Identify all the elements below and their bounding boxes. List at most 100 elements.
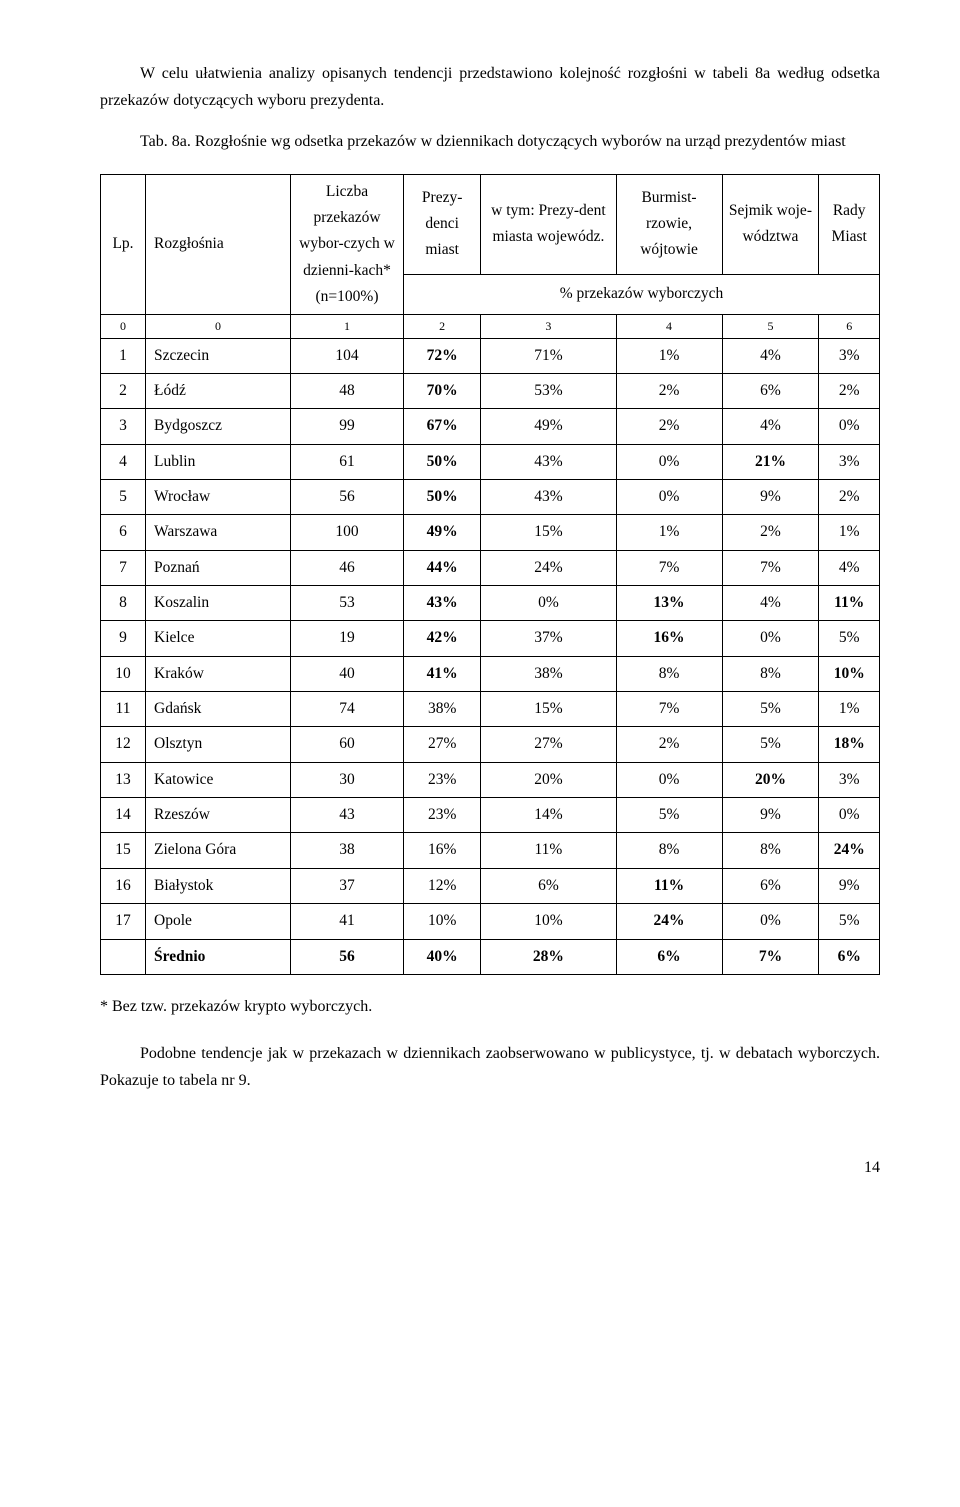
cell: 70% xyxy=(404,374,481,409)
cell: 0% xyxy=(616,444,722,479)
cell: 2% xyxy=(616,409,722,444)
cell: 24% xyxy=(481,550,616,585)
cell: 4% xyxy=(722,409,819,444)
header-row-1: Lp. Rozgłośnia Liczba przekazów wybor-cz… xyxy=(101,174,880,274)
table-row: 7Poznań4644%24%7%7%4% xyxy=(101,550,880,585)
table-row: 4Lublin6150%43%0%21%3% xyxy=(101,444,880,479)
cell: 1% xyxy=(819,692,880,727)
cell: Zielona Góra xyxy=(146,833,291,868)
cell: 8 xyxy=(101,586,146,621)
cell: 7% xyxy=(722,939,819,974)
cell: 11% xyxy=(819,586,880,621)
cell: 71% xyxy=(481,338,616,373)
table-row: 8Koszalin5343%0%13%4%11% xyxy=(101,586,880,621)
cell: 42% xyxy=(404,621,481,656)
cell: 23% xyxy=(404,798,481,833)
cell: 1% xyxy=(616,515,722,550)
closing-paragraph: Podobne tendencje jak w przekazach w dzi… xyxy=(100,1040,880,1094)
table-row: 17Opole4110%10%24%0%5% xyxy=(101,904,880,939)
cell: 1% xyxy=(819,515,880,550)
cell: 38% xyxy=(481,656,616,691)
cell: Poznań xyxy=(146,550,291,585)
cell: 6% xyxy=(722,374,819,409)
col-prezydenci: Prezy-denci miast xyxy=(404,174,481,274)
idx-cell: 2 xyxy=(404,315,481,338)
cell: Łódź xyxy=(146,374,291,409)
col-liczba: Liczba przekazów wybor-czych w dzienni-k… xyxy=(291,174,404,315)
idx-cell: 6 xyxy=(819,315,880,338)
cell: 11% xyxy=(616,868,722,903)
cell: 38 xyxy=(291,833,404,868)
cell: 40 xyxy=(291,656,404,691)
cell: 44% xyxy=(404,550,481,585)
cell: 7 xyxy=(101,550,146,585)
cell: Katowice xyxy=(146,762,291,797)
cell: 3% xyxy=(819,762,880,797)
cell: 7% xyxy=(616,692,722,727)
cell: 6% xyxy=(722,868,819,903)
cell: 61 xyxy=(291,444,404,479)
cell: 8% xyxy=(616,833,722,868)
cell: 43 xyxy=(291,798,404,833)
cell: 48 xyxy=(291,374,404,409)
table-row: 1Szczecin10472%71%1%4%3% xyxy=(101,338,880,373)
cell: 4% xyxy=(722,586,819,621)
cell: 50% xyxy=(404,444,481,479)
cell: 3 xyxy=(101,409,146,444)
cell: Wrocław xyxy=(146,480,291,515)
cell: Koszalin xyxy=(146,586,291,621)
col-wtym: w tym: Prezy-dent miasta wojewódz. xyxy=(481,174,616,274)
cell: 23% xyxy=(404,762,481,797)
cell: 2% xyxy=(616,374,722,409)
cell: Bydgoszcz xyxy=(146,409,291,444)
cell: 18% xyxy=(819,727,880,762)
cell: 41 xyxy=(291,904,404,939)
cell: 12 xyxy=(101,727,146,762)
cell: 43% xyxy=(481,480,616,515)
cell: 9% xyxy=(819,868,880,903)
cell: 2% xyxy=(722,515,819,550)
table-row: 3Bydgoszcz9967%49%2%4%0% xyxy=(101,409,880,444)
pct-header: % przekazów wyborczych xyxy=(404,274,880,314)
cell: 43% xyxy=(481,444,616,479)
cell: 16% xyxy=(616,621,722,656)
cell: Kielce xyxy=(146,621,291,656)
cell: 4 xyxy=(101,444,146,479)
cell: 0% xyxy=(616,762,722,797)
cell: 20% xyxy=(722,762,819,797)
table-footnote: * Bez tzw. przekazów krypto wyborczych. xyxy=(100,993,880,1020)
cell: Gdańsk xyxy=(146,692,291,727)
table-title: Tab. 8a. Rozgłośnie wg odsetka przekazów… xyxy=(100,128,880,155)
cell: 19 xyxy=(291,621,404,656)
cell: 15 xyxy=(101,833,146,868)
cell: 67% xyxy=(404,409,481,444)
cell: Średnio xyxy=(146,939,291,974)
cell: 0% xyxy=(819,798,880,833)
cell: 10% xyxy=(404,904,481,939)
table-row: 14Rzeszów4323%14%5%9%0% xyxy=(101,798,880,833)
cell: 6% xyxy=(481,868,616,903)
data-table: Lp. Rozgłośnia Liczba przekazów wybor-cz… xyxy=(100,174,880,975)
cell: 74 xyxy=(291,692,404,727)
col-sejmik: Sejmik woje-wództwa xyxy=(722,174,819,274)
cell: 0% xyxy=(481,586,616,621)
table-row: 5Wrocław5650%43%0%9%2% xyxy=(101,480,880,515)
cell: 99 xyxy=(291,409,404,444)
cell: 10% xyxy=(481,904,616,939)
cell: 15% xyxy=(481,692,616,727)
cell: 16 xyxy=(101,868,146,903)
cell: Białystok xyxy=(146,868,291,903)
cell: 8% xyxy=(722,833,819,868)
cell: 12% xyxy=(404,868,481,903)
cell: 40% xyxy=(404,939,481,974)
cell: 104 xyxy=(291,338,404,373)
table-row: 11Gdańsk7438%15%7%5%1% xyxy=(101,692,880,727)
table-row: 12Olsztyn6027%27%2%5%18% xyxy=(101,727,880,762)
cell: 53% xyxy=(481,374,616,409)
col-burm: Burmist-rzowie, wójtowie xyxy=(616,174,722,274)
cell: 16% xyxy=(404,833,481,868)
cell: Warszawa xyxy=(146,515,291,550)
cell: 7% xyxy=(616,550,722,585)
cell: Rzeszów xyxy=(146,798,291,833)
cell: Kraków xyxy=(146,656,291,691)
